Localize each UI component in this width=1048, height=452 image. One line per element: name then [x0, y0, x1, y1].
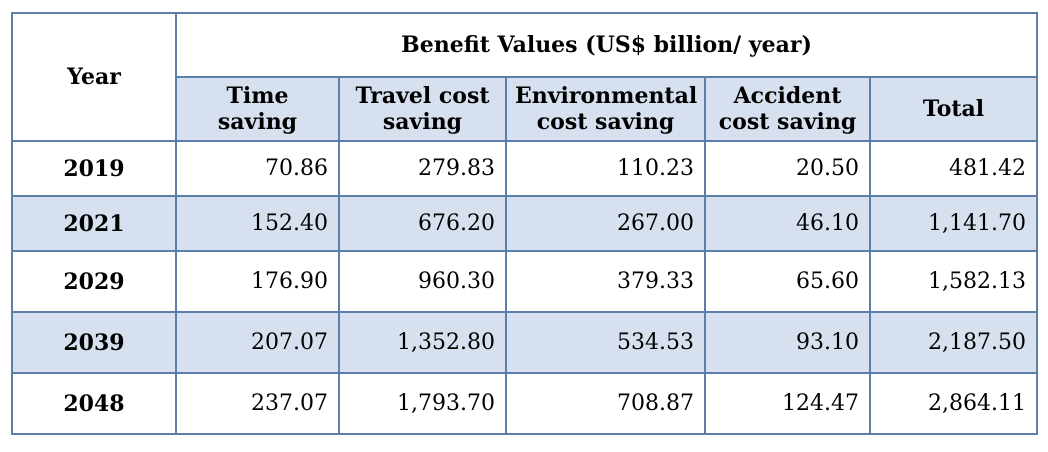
column-header-line: cost saving	[536, 109, 675, 135]
cell-travel-cost-saving: 1,352.80	[338, 311, 507, 374]
cell-accident-cost-saving: 20.50	[704, 140, 871, 197]
column-header-line: Time	[226, 83, 289, 109]
cell-total: 1,582.13	[868, 250, 1039, 313]
column-header-line: saving	[217, 109, 298, 135]
cell-travel-cost-saving: 960.30	[338, 250, 507, 313]
cell-environmental-cost-saving: 379.33	[505, 250, 706, 313]
column-header-line: cost saving	[718, 109, 857, 135]
year-header: Year	[11, 12, 177, 142]
cell-time-saving: 207.07	[175, 311, 340, 374]
cell-total: 1,141.70	[868, 195, 1039, 252]
header-row-1: Year Benefit Values (US$ billion/ year)	[11, 12, 1039, 142]
column-header-line: saving	[382, 109, 463, 135]
row-year: 2039	[11, 311, 177, 374]
table-row: 2048 237.07 1,793.70 708.87 124.47 2,864…	[11, 372, 1039, 435]
cell-time-saving: 70.86	[175, 140, 340, 197]
column-header-line: Environmental	[515, 83, 698, 109]
cell-total: 2,187.50	[868, 311, 1039, 374]
benefit-values-table: Year Benefit Values (US$ billion/ year) …	[11, 12, 1039, 435]
cell-total: 481.42	[868, 140, 1039, 197]
table-row: 2021 152.40 676.20 267.00 46.10 1,141.70	[11, 195, 1039, 252]
cell-total: 2,864.11	[868, 372, 1039, 435]
cell-time-saving: 152.40	[175, 195, 340, 252]
row-year: 2019	[11, 140, 177, 197]
cell-accident-cost-saving: 65.60	[704, 250, 871, 313]
column-header-accident-cost-saving: Accident cost saving	[704, 76, 871, 142]
cell-time-saving: 237.07	[175, 372, 340, 435]
cell-time-saving: 176.90	[175, 250, 340, 313]
row-year: 2021	[11, 195, 177, 252]
column-header-total: Total	[868, 76, 1039, 142]
cell-travel-cost-saving: 676.20	[338, 195, 507, 252]
row-year: 2029	[11, 250, 177, 313]
cell-accident-cost-saving: 46.10	[704, 195, 871, 252]
cell-environmental-cost-saving: 110.23	[505, 140, 706, 197]
cell-travel-cost-saving: 1,793.70	[338, 372, 507, 435]
benefit-values-header: Benefit Values (US$ billion/ year)	[174, 12, 1039, 78]
column-header-travel-cost-saving: Travel cost saving	[338, 76, 507, 142]
cell-environmental-cost-saving: 708.87	[505, 372, 706, 435]
table-row: 2029 176.90 960.30 379.33 65.60 1,582.13	[11, 250, 1039, 313]
row-year: 2048	[11, 372, 177, 435]
cell-accident-cost-saving: 124.47	[704, 372, 871, 435]
cell-accident-cost-saving: 93.10	[704, 311, 871, 374]
cell-environmental-cost-saving: 534.53	[505, 311, 706, 374]
column-header-line: Accident	[733, 83, 842, 109]
header-row-2: Time saving Travel cost saving Environme…	[12, 76, 1039, 142]
column-header-line: Total	[922, 96, 985, 122]
column-header-line: Travel cost	[355, 83, 490, 109]
table-row: 2039 207.07 1,352.80 534.53 93.10 2,187.…	[11, 311, 1039, 374]
table-row: 2019 70.86 279.83 110.23 20.50 481.42	[11, 140, 1039, 197]
column-header-environmental-cost-saving: Environmental cost saving	[505, 76, 706, 142]
column-header-time-saving: Time saving	[175, 76, 340, 142]
cell-travel-cost-saving: 279.83	[338, 140, 507, 197]
cell-environmental-cost-saving: 267.00	[505, 195, 706, 252]
